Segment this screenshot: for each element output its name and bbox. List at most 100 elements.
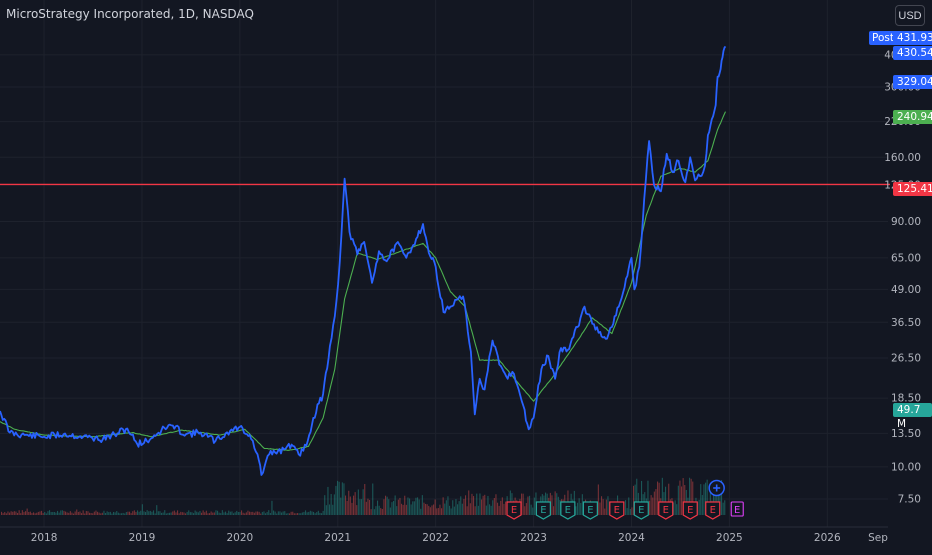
- volume-bar: [113, 511, 115, 515]
- earnings-marker[interactable]: E: [633, 501, 649, 520]
- volume-bar: [503, 503, 505, 515]
- volume-bar: [161, 512, 163, 515]
- volume-bar: [500, 500, 502, 515]
- earnings-marker[interactable]: E: [535, 501, 551, 520]
- post-price-tag: 431.93: [893, 31, 932, 45]
- volume-bar: [722, 502, 724, 515]
- volume-bar: [74, 511, 76, 515]
- volume-bar: [525, 503, 527, 515]
- volume-bar: [204, 512, 206, 515]
- x-tick-label: 2024: [618, 532, 645, 544]
- volume-bar: [437, 508, 439, 515]
- earnings-marker[interactable]: E: [506, 501, 522, 520]
- horizontal-line-tag: 125.41: [893, 182, 932, 196]
- volume-bar: [578, 498, 580, 515]
- symbol-title: MicroStrategy Incorporated, 1D, NASDAQ: [6, 7, 254, 21]
- volume-bar: [425, 503, 427, 515]
- volume-bar: [116, 511, 118, 515]
- y-tick-label: 65.00: [891, 252, 921, 264]
- volume-bar: [577, 502, 579, 515]
- volume-bar: [303, 511, 305, 515]
- last-price-tag: 430.54: [893, 46, 932, 60]
- volume-bar: [319, 512, 321, 515]
- volume-bar: [575, 506, 577, 515]
- volume-bar: [148, 511, 150, 515]
- volume-bar: [143, 511, 145, 515]
- y-tick-label: 36.50: [891, 317, 921, 329]
- upcoming-earnings-marker[interactable]: E: [730, 501, 744, 517]
- volume-bar: [121, 513, 123, 515]
- volume-bar: [692, 481, 694, 515]
- volume-bar: [269, 512, 271, 515]
- plus-circle-icon[interactable]: [708, 479, 725, 497]
- volume-bar: [77, 511, 79, 515]
- volume-bar: [37, 511, 39, 515]
- volume-bar: [417, 497, 419, 515]
- currency-button[interactable]: USD: [895, 5, 925, 26]
- volume-bar: [348, 490, 350, 515]
- volume-bar: [647, 480, 649, 515]
- volume-bar: [377, 500, 379, 515]
- volume-bar: [471, 493, 473, 515]
- volume-bar: [2, 513, 4, 515]
- volume-bar: [703, 484, 705, 515]
- volume-bar: [498, 505, 500, 515]
- volume-bar: [301, 512, 303, 515]
- volume-bar: [386, 496, 388, 515]
- volume-bar: [271, 500, 273, 515]
- volume-bar: [58, 512, 60, 515]
- volume-bar: [650, 495, 652, 515]
- volume-bar: [117, 512, 119, 515]
- volume-bar: [172, 511, 174, 515]
- earnings-marker[interactable]: E: [609, 501, 625, 520]
- volume-bar: [68, 512, 70, 515]
- volume-bar: [405, 504, 407, 515]
- earnings-marker[interactable]: E: [560, 501, 576, 520]
- volume-bar: [357, 489, 359, 515]
- volume-bar: [674, 500, 676, 515]
- volume-bar: [404, 495, 406, 515]
- volume-bar: [98, 512, 100, 515]
- volume-bar: [399, 497, 401, 515]
- volume-bar: [324, 495, 326, 515]
- volume-bar: [341, 482, 343, 515]
- volume-bar: [705, 482, 707, 515]
- volume-bar: [554, 491, 556, 515]
- volume-bar: [202, 510, 204, 515]
- volume-bar: [556, 493, 558, 515]
- volume-bar: [465, 495, 467, 515]
- volume-bar: [93, 511, 95, 515]
- volume-bar: [17, 512, 19, 515]
- volume-bar: [388, 499, 390, 515]
- volume-bar: [522, 493, 524, 515]
- volume-bar: [34, 513, 36, 515]
- earnings-marker[interactable]: E: [658, 501, 674, 520]
- volume-bar: [45, 513, 47, 515]
- earnings-marker[interactable]: E: [705, 501, 721, 520]
- volume-bar: [655, 489, 657, 515]
- earnings-marker[interactable]: E: [582, 501, 598, 520]
- volume-bar: [85, 511, 87, 515]
- volume-bar: [97, 511, 99, 515]
- volume-bar: [473, 496, 475, 515]
- volume-bar: [226, 513, 228, 515]
- volume-bar: [580, 502, 582, 515]
- y-tick-label: 49.00: [891, 284, 921, 296]
- earnings-label: E: [710, 505, 716, 516]
- volume-bar: [189, 512, 191, 515]
- volume-bar: [309, 510, 311, 515]
- x-tick-label: 2020: [227, 532, 254, 544]
- volume-bar: [82, 510, 84, 515]
- volume-bar: [4, 512, 6, 515]
- volume-bar: [247, 510, 249, 515]
- volume-bar: [721, 480, 723, 515]
- earnings-marker[interactable]: E: [682, 501, 698, 520]
- volume-bar: [193, 513, 195, 515]
- volume-bar: [682, 478, 684, 515]
- volume-bar: [317, 510, 319, 515]
- volume-bar: [601, 496, 603, 515]
- volume-bar: [41, 510, 43, 515]
- volume-bar: [149, 510, 151, 515]
